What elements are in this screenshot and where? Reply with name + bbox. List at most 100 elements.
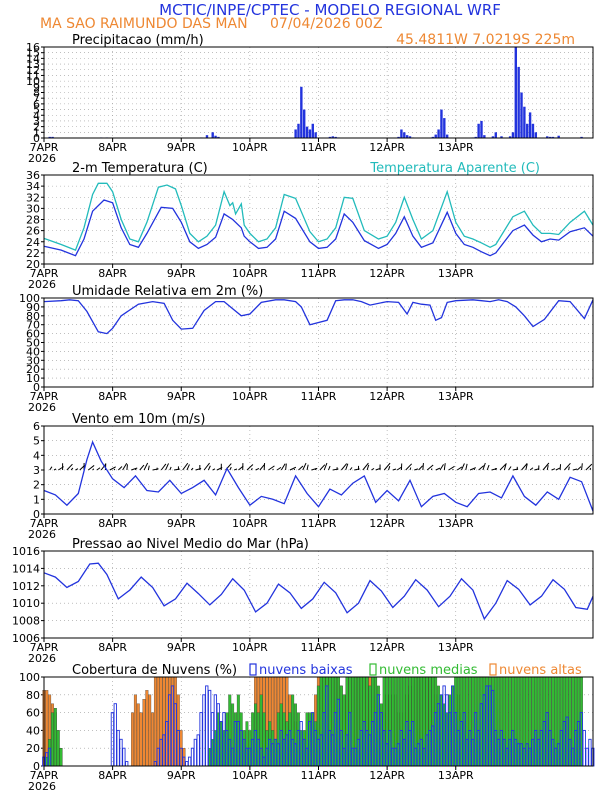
x-tick-label: 12APR bbox=[369, 517, 405, 530]
x-tick-label: 11APR bbox=[301, 390, 337, 403]
main-title: MCTIC/INPE/CPTEC - MODELO REGIONAL WRF bbox=[159, 1, 501, 19]
wind-barb bbox=[521, 463, 528, 471]
x-tick-label: 7APR bbox=[30, 769, 59, 782]
wind-barb bbox=[109, 466, 116, 471]
wind-barb bbox=[345, 463, 349, 471]
precip-bar bbox=[548, 136, 552, 138]
cloud-bar-orange bbox=[148, 694, 152, 767]
precip-bar bbox=[480, 120, 483, 138]
precip-bar bbox=[511, 132, 515, 138]
y-tick-label: 1 bbox=[33, 126, 40, 139]
wind-barb bbox=[174, 468, 180, 471]
y-tick-label: 1012 bbox=[12, 580, 40, 593]
panel-pres: 1006 1008 1010 1012 1014 1016 7APR 8APR 9APR 10AP… bbox=[12, 537, 594, 665]
precip-bar bbox=[546, 136, 549, 138]
legend-swatch bbox=[249, 663, 257, 676]
x-tick-label: 9APR bbox=[167, 641, 196, 654]
precip-bar bbox=[328, 136, 332, 138]
panel-title: 2-m Temperatura (C) bbox=[72, 161, 208, 176]
x-tick-label: 7APR bbox=[30, 267, 59, 280]
plot-frame bbox=[43, 297, 594, 388]
cloud-bar-blue bbox=[205, 685, 209, 767]
legend-label: nuvens altas bbox=[499, 663, 582, 678]
y-tick-label: 60 bbox=[26, 707, 40, 720]
y-tick-label: 12 bbox=[26, 64, 40, 77]
y-tick-label: 2 bbox=[33, 121, 40, 134]
wind-barb bbox=[165, 463, 169, 471]
panel-wind: 0 12 3 45 6 7APR 8APR 9APR 10APR 11APR 12APR 13APR 2… bbox=[28, 412, 594, 541]
precip-bar bbox=[557, 135, 560, 138]
wind-barb bbox=[169, 466, 172, 471]
precip-bar bbox=[431, 136, 435, 138]
y-tick-label: 6 bbox=[33, 98, 40, 111]
precip-bar bbox=[217, 136, 220, 138]
wind-barb bbox=[298, 465, 304, 471]
x-tick-label: 13APR bbox=[438, 141, 474, 154]
wind-barb bbox=[508, 466, 512, 471]
x-tick-label: 8APR bbox=[98, 517, 127, 530]
precip-bar bbox=[408, 136, 412, 138]
x-tick-label: 13APR bbox=[438, 390, 474, 403]
y-tick-label: 80 bbox=[26, 689, 40, 702]
cloud-bar-blue bbox=[190, 747, 195, 767]
precip-bar bbox=[534, 132, 538, 138]
run-label: 07/04/2026 00Z bbox=[270, 16, 383, 32]
series-line bbox=[43, 182, 594, 251]
cloud-bar-blue bbox=[116, 729, 120, 767]
x-tick-label: 10APR bbox=[232, 641, 268, 654]
wind-barb bbox=[182, 462, 189, 471]
wind-barb bbox=[203, 462, 210, 471]
wind-barb bbox=[409, 467, 412, 471]
precip-bar bbox=[580, 136, 583, 138]
precip-bar bbox=[397, 136, 400, 138]
x-tick-label: 7APR bbox=[30, 141, 59, 154]
y-tick-label: 1014 bbox=[12, 562, 40, 575]
wind-barb bbox=[456, 466, 463, 471]
y-tick-label: 22 bbox=[26, 247, 40, 260]
wind-barb bbox=[250, 467, 253, 471]
y-tick-label: 0 bbox=[33, 508, 40, 521]
cloud-bar-blue bbox=[122, 747, 126, 767]
wind-barb bbox=[306, 464, 309, 471]
wind-barb bbox=[340, 463, 348, 471]
x-tick-label: 10APR bbox=[232, 390, 268, 403]
y-tick-label: 100 bbox=[19, 671, 40, 684]
cloud-bar-orange bbox=[133, 694, 137, 767]
y-tick-label: 16 bbox=[26, 41, 40, 54]
wind-barb bbox=[388, 466, 391, 471]
y-tick-label: 50 bbox=[26, 337, 40, 350]
y-tick-label: 1010 bbox=[12, 597, 40, 610]
x-tick-label: 8APR bbox=[98, 390, 127, 403]
precip-bar bbox=[308, 129, 312, 138]
series-line bbox=[43, 199, 594, 257]
wind-barb bbox=[139, 464, 145, 471]
wind-barb bbox=[96, 467, 101, 471]
cloud-bar-blue bbox=[185, 761, 189, 767]
cloud-bar-orange bbox=[136, 703, 140, 767]
precip-bar bbox=[300, 86, 303, 138]
wind-barb bbox=[503, 463, 507, 471]
x-tick-label: 9APR bbox=[167, 390, 196, 403]
wind-barb bbox=[302, 462, 307, 471]
coords-label: 45.4811W 7.0219S 225m bbox=[396, 32, 575, 48]
y-tick-label: 30 bbox=[26, 354, 40, 367]
cloud-bar-orange bbox=[153, 676, 157, 767]
series-line bbox=[43, 299, 594, 335]
precip-bar bbox=[528, 112, 532, 138]
wind-barb bbox=[396, 466, 402, 471]
y-tick-label: 3 bbox=[33, 464, 40, 477]
wind-barb bbox=[75, 468, 79, 471]
precip-bar bbox=[51, 136, 54, 138]
panel-title: Umidade Relativa em 2m (%) bbox=[72, 284, 263, 299]
precip-bar bbox=[514, 47, 517, 138]
y-tick-label: 1008 bbox=[12, 615, 40, 628]
cloud-bar-orange bbox=[151, 712, 155, 767]
year-label: 2026 bbox=[28, 528, 56, 541]
precip-bar bbox=[523, 106, 526, 138]
y-tick-label: 26 bbox=[26, 225, 40, 238]
y-tick-label: 20 bbox=[26, 258, 40, 271]
precip-bar bbox=[517, 66, 520, 138]
wind-barb bbox=[229, 466, 232, 471]
